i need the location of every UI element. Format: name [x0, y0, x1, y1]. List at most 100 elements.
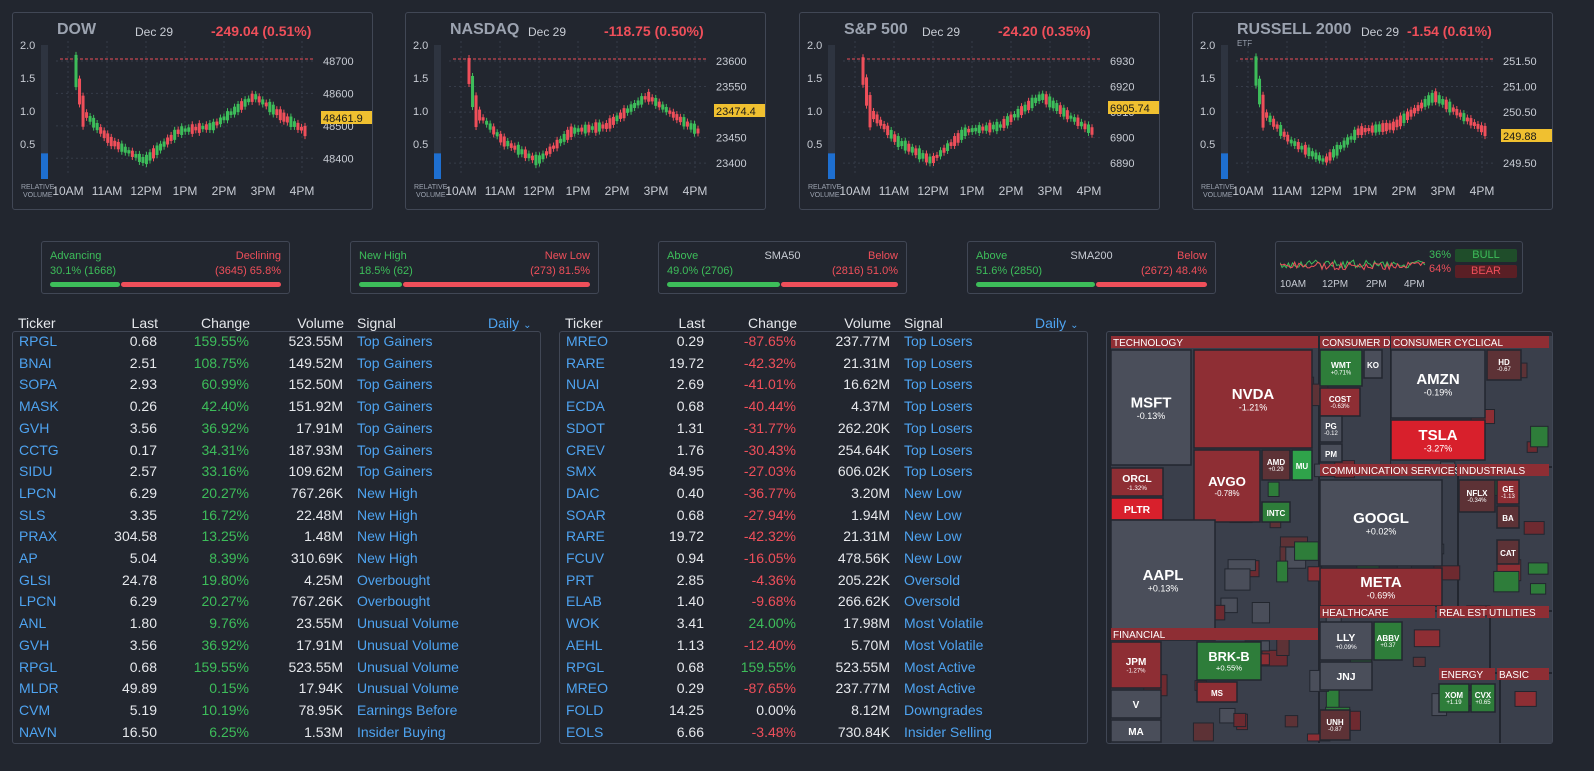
bull-bear-sentiment[interactable]: 10AM 12PM 2PM 4PM 36% 64% BULL BEAR	[1275, 241, 1523, 294]
table-row[interactable]: GLSI 24.78 19.80% 4.25M Overbought	[13, 572, 540, 594]
table-row[interactable]: ECDA 0.68 -40.44% 4.37M Top Losers	[560, 398, 1087, 420]
table-row[interactable]: RARE 19.72 -42.32% 21.31M Top Losers	[560, 355, 1087, 377]
table-row[interactable]: FOLD 14.25 0.00% 8.12M Downgrades	[560, 702, 1087, 724]
signal-link[interactable]: Oversold	[904, 593, 961, 610]
ticker-link[interactable]: CCTG	[19, 441, 59, 458]
signal-link[interactable]: Insider Buying	[357, 723, 446, 740]
bear-button[interactable]: BEAR	[1455, 265, 1517, 278]
ticker-link[interactable]: MLDR	[19, 680, 59, 697]
signal-link[interactable]: Top Losers	[904, 463, 973, 480]
signal-link[interactable]: Most Active	[904, 680, 976, 697]
table-row[interactable]: SOAR 0.68 -27.94% 1.94M New Low	[560, 507, 1087, 529]
ticker-link[interactable]: GVH	[19, 419, 50, 436]
signal-link[interactable]: Top Losers	[904, 333, 973, 349]
breadth-sma200[interactable]: Above SMA200 Below 51.6% (2850) (2672) 48.4%	[967, 241, 1216, 294]
breadth-advancing-declining[interactable]: Advancing Declining 30.1% (1668) (3645) 65.…	[41, 241, 290, 294]
signal-link[interactable]: Top Gainers	[357, 376, 433, 393]
signal-link[interactable]: New High	[357, 506, 418, 523]
ticker-link[interactable]: NAVN	[19, 723, 57, 740]
signal-link[interactable]: Most Volatile	[904, 615, 984, 632]
signal-link[interactable]: Top Gainers	[357, 398, 433, 415]
table-row[interactable]: LPCN 6.29 20.27% 767.26K Overbought	[13, 593, 540, 615]
ticker-link[interactable]: NUAI	[566, 376, 600, 393]
ticker-link[interactable]: CVM	[19, 701, 51, 718]
bull-button[interactable]: BULL	[1455, 249, 1517, 262]
signal-link[interactable]: Unusual Volume	[357, 658, 459, 675]
table-row[interactable]: BNAI 2.51 108.75% 149.52M Top Gainers	[13, 355, 540, 377]
ticker-link[interactable]: PRT	[566, 571, 594, 588]
period-dropdown[interactable]: Daily ⌄	[488, 315, 532, 331]
col-change[interactable]: Change	[200, 315, 250, 331]
ticker-link[interactable]: PRAX	[19, 528, 58, 545]
ticker-link[interactable]: DAIC	[566, 484, 600, 501]
ticker-link[interactable]: ANL	[19, 615, 47, 632]
ticker-link[interactable]: EOLS	[566, 723, 604, 740]
signal-link[interactable]: New High	[357, 484, 418, 501]
signal-link[interactable]: Downgrades	[904, 701, 983, 718]
col-last[interactable]: Last	[678, 315, 705, 331]
ticker-link[interactable]: ECDA	[566, 398, 605, 415]
ticker-link[interactable]: RARE	[566, 528, 605, 545]
ticker-link[interactable]: ELAB	[566, 593, 602, 610]
signal-link[interactable]: Top Gainers	[357, 333, 433, 349]
signal-link[interactable]: Top Gainers	[357, 463, 433, 480]
table-row[interactable]: SDOT 1.31 -31.77% 262.20K Top Losers	[560, 420, 1087, 442]
table-row[interactable]: ANL 1.80 9.76% 23.55M Unusual Volume	[13, 615, 540, 637]
signal-link[interactable]: Top Losers	[904, 419, 973, 436]
signal-link[interactable]: New High	[357, 528, 418, 545]
table-row[interactable]: AP 5.04 8.39% 310.69K New High	[13, 550, 540, 572]
signal-link[interactable]: Earnings Before	[357, 701, 458, 718]
index-chart[interactable]: 2.01.51.00.5RELATIVEVOLUME48700486004850…	[13, 13, 372, 209]
table-row[interactable]: NUAI 2.69 -41.01% 16.62M Top Losers	[560, 376, 1087, 398]
table-row[interactable]: SOPA 2.93 60.99% 152.50M Top Gainers	[13, 376, 540, 398]
table-row[interactable]: GVH 3.56 36.92% 17.91M Unusual Volume	[13, 637, 540, 659]
table-row[interactable]: RPGL 0.68 159.55% 523.55M Most Active	[560, 659, 1087, 681]
breadth-sma50[interactable]: Above SMA50 Below 49.0% (2706) (2816) 51.0%	[658, 241, 907, 294]
table-row[interactable]: RPGL 0.68 159.55% 523.55M Unusual Volume	[13, 659, 540, 681]
signal-link[interactable]: Oversold	[904, 571, 961, 588]
index-panel-sp500[interactable]: S&P 500 Dec 29 -24.20 (0.35%) 2.0 1.5 1.0 0.5 R…	[799, 12, 1160, 210]
ticker-link[interactable]: MREO	[566, 333, 608, 349]
col-ticker[interactable]: Ticker	[565, 315, 603, 331]
table-row[interactable]: LPCN 6.29 20.27% 767.26K New High	[13, 485, 540, 507]
table-row[interactable]: EOLS 6.66 -3.48% 730.84K Insider Selling	[560, 724, 1087, 746]
ticker-link[interactable]: RPGL	[566, 658, 605, 675]
table-row[interactable]: CREV 1.76 -30.43% 254.64K Top Losers	[560, 442, 1087, 464]
col-ticker[interactable]: Ticker	[18, 315, 56, 331]
table-row[interactable]: SLS 3.35 16.72% 22.48M New High	[13, 507, 540, 529]
index-panel-russell[interactable]: RUSSELL 2000 Dec 29 -1.54 (0.61%) ETF 2.0 1.5…	[1192, 12, 1553, 210]
ticker-link[interactable]: SOAR	[566, 506, 606, 523]
table-row[interactable]: CCTG 0.17 34.31% 187.93M Top Gainers	[13, 442, 540, 464]
table-row[interactable]: DAIC 0.40 -36.77% 3.20M New Low	[560, 485, 1087, 507]
ticker-link[interactable]: BNAI	[19, 354, 52, 371]
ticker-link[interactable]: FCUV	[566, 550, 605, 566]
signal-link[interactable]: New Low	[904, 528, 962, 545]
signal-link[interactable]: Unusual Volume	[357, 636, 459, 653]
col-change[interactable]: Change	[747, 315, 797, 331]
table-row[interactable]: RPGL 0.68 159.55% 523.55M Top Gainers	[13, 333, 540, 355]
ticker-link[interactable]: FOLD	[566, 701, 604, 718]
ticker-link[interactable]: SLS	[19, 506, 46, 523]
signal-link[interactable]: Overbought	[357, 593, 431, 610]
ticker-link[interactable]: GLSI	[19, 571, 51, 588]
table-row[interactable]: GVH 3.56 36.92% 17.91M Top Gainers	[13, 420, 540, 442]
ticker-link[interactable]: CREV	[566, 441, 605, 458]
ticker-link[interactable]: SMX	[566, 463, 597, 480]
ticker-link[interactable]: AEHL	[566, 636, 603, 653]
signal-link[interactable]: Top Gainers	[357, 354, 433, 371]
signal-link[interactable]: Most Volatile	[904, 636, 984, 653]
table-row[interactable]: SMX 84.95 -27.03% 606.02K Top Losers	[560, 463, 1087, 485]
breadth-new-high-low[interactable]: New High New Low 18.5% (62) (273) 81.5%	[350, 241, 599, 294]
table-row[interactable]: ELAB 1.40 -9.68% 266.62K Oversold	[560, 593, 1087, 615]
signal-link[interactable]: New Low	[904, 506, 962, 523]
ticker-link[interactable]: RARE	[566, 354, 605, 371]
table-row[interactable]: PRT 2.85 -4.36% 205.22K Oversold	[560, 572, 1087, 594]
signal-link[interactable]: Unusual Volume	[357, 680, 459, 697]
ticker-link[interactable]: LPCN	[19, 484, 57, 501]
signal-link[interactable]: Most Active	[904, 658, 976, 675]
ticker-link[interactable]: AP	[19, 550, 38, 566]
table-row[interactable]: SIDU 2.57 33.16% 109.62M Top Gainers	[13, 463, 540, 485]
period-dropdown[interactable]: Daily ⌄	[1035, 315, 1079, 331]
index-panel-dow[interactable]: DOW Dec 29 -249.04 (0.51%) 2.0 1.5 1.0 0.5 RELA…	[12, 12, 373, 210]
ticker-link[interactable]: RPGL	[19, 333, 58, 349]
